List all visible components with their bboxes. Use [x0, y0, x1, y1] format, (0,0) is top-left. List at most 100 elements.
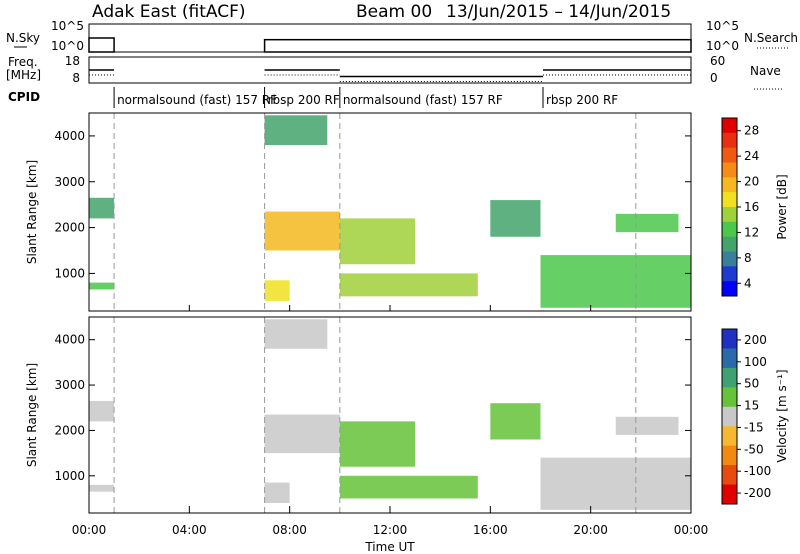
nsky-tick-high: 10^5: [51, 19, 84, 33]
nsearch-tick-high: 10^5: [706, 19, 739, 33]
velocity-colorbar-swatch: [722, 406, 737, 427]
power-colorbar-swatch: [722, 251, 737, 267]
nave-tick-low: 0: [710, 71, 718, 85]
power-colorbar-swatch: [722, 266, 737, 282]
velocity-colorbar-swatch: [722, 348, 737, 369]
power-colorbar-swatch: [722, 162, 737, 178]
velocity-colorbar-swatch: [722, 445, 737, 466]
power-colorbar-tick-label: 20: [744, 175, 759, 189]
velocity-colorbar-tick-label: -200: [744, 486, 771, 500]
cpid-label: CPID: [8, 90, 40, 104]
nave-tick-high: 60: [710, 54, 725, 68]
velocity-region-9: [615, 416, 679, 435]
velocity-region-2: [264, 414, 340, 454]
velocity-y-label: Slant Range [km]: [25, 363, 39, 467]
nsearch-tick-low: 10^0: [706, 39, 739, 53]
freq-trace: [89, 69, 691, 82]
x-tick-label: 04:00: [172, 523, 207, 537]
velocity-colorbar-tick-label: -100: [744, 464, 771, 478]
velocity-region-4: [264, 319, 328, 349]
power-colorbar-tick-label: 28: [744, 124, 759, 138]
power-colorbar-tick-label: 8: [744, 251, 752, 265]
velocity-colorbar-tick-label: 100: [744, 355, 767, 369]
power-ytick-label: 3000: [54, 175, 85, 189]
power-heatmap: [89, 115, 691, 308]
site-title: Adak East (fitACF): [92, 2, 246, 22]
power-region-3: [264, 280, 290, 301]
velocity-colorbar-swatch: [722, 465, 737, 486]
velocity-colorbar-swatch: [722, 387, 737, 408]
power-colorbar-swatch: [722, 221, 737, 238]
x-tick-label: 12:00: [373, 523, 408, 537]
power-ytick-label: 4000: [54, 129, 85, 143]
velocity-colorbar-swatch: [722, 484, 737, 505]
velocity-ytick-label: 1000: [54, 469, 85, 483]
velocity-colorbar-tick-label: 200: [744, 333, 767, 347]
nsky-tick-low: 10^0: [51, 39, 84, 53]
date-range: 13/Jun/2015 – 14/Jun/2015: [446, 2, 671, 22]
velocity-colorbar-tick-label: 15: [744, 399, 759, 413]
power-colorbar-swatch: [722, 132, 737, 149]
cpid-segment-label: normalsound (fast) 157 RF: [117, 93, 277, 107]
power-colorbar-ticks: 28 24 20 16 12 8 4: [737, 124, 759, 290]
power-colorbar-tick-label: 12: [744, 225, 759, 239]
velocity-ytick-label: 3000: [54, 378, 85, 392]
nsky-segment: [88, 37, 115, 53]
power-region-9: [615, 213, 679, 233]
velocity-colorbar-swatch: [722, 426, 737, 447]
cpid-segment-label: normalsound (fast) 157 RF: [343, 93, 503, 107]
velocity-y-ticks: 1000 2000 3000 4000: [54, 333, 691, 483]
velocity-colorbar-tick-label: 50: [744, 377, 759, 391]
velocity-ytick-label: 2000: [54, 423, 85, 437]
power-region-4: [264, 115, 328, 146]
cpid-segment-label: rbsp 200 RF: [268, 93, 340, 107]
velocity-colorbar-swatch: [722, 367, 737, 388]
x-tick-label: 00:00: [72, 523, 107, 537]
freq-label-line2: [MHz]: [6, 68, 41, 82]
freq-label-line1: Freq.: [8, 55, 38, 69]
velocity-region-6: [339, 475, 478, 499]
power-colorbar-swatch: [722, 281, 737, 297]
velocity-region-0: [89, 400, 115, 422]
power-y-label: Slant Range [km]: [25, 160, 39, 264]
x-axis-label: Time UT: [364, 540, 415, 554]
x-axis: 00:00 04:00 08:00 12:00 16:00 20:00 00:00: [72, 305, 708, 537]
power-panel: 1000 2000 3000 4000 Slant Range [km]: [25, 112, 692, 312]
nsky-label: N.Sky: [6, 31, 40, 45]
power-ytick-label: 2000: [54, 221, 85, 235]
freq-panel: Freq. [MHz] 18 8 60 0 Nave: [6, 54, 782, 90]
power-region-2: [264, 211, 340, 251]
velocity-panel: 1000 2000 3000 4000 Slant Range [km]: [25, 316, 692, 514]
velocity-colorbar-fill: [722, 329, 737, 505]
power-colorbar-fill: [722, 118, 737, 297]
velocity-region-3: [264, 482, 290, 504]
freq-tick-high: 18: [65, 54, 80, 68]
power-region-8: [540, 255, 691, 308]
power-region-7: [490, 200, 541, 237]
velocity-colorbar-tick-label: -15: [744, 420, 764, 434]
power-day-markers: [113, 113, 637, 311]
power-y-ticks: 1000 2000 3000 4000: [54, 129, 691, 280]
power-colorbar-swatch: [722, 118, 737, 134]
cpid-segment-label: rbsp 200 RF: [546, 93, 618, 107]
x-tick-label: 16:00: [473, 523, 508, 537]
power-colorbar: 28 24 20 16 12 8 4 Power [dB]: [721, 117, 789, 297]
nsky-segment: [263, 38, 692, 53]
beam-label: Beam 00: [356, 2, 432, 22]
nsky-frame: [88, 23, 692, 53]
power-region-0: [89, 197, 115, 219]
power-colorbar-swatch: [722, 192, 737, 208]
velocity-region-1: [89, 484, 115, 492]
velocity-colorbar: 200 100 50 15 -15 -50 -100 -200 Velocity [m s⁻¹…: [721, 328, 789, 505]
freq-tick-low: 8: [72, 71, 80, 85]
velocity-colorbar-frame: [721, 328, 738, 505]
x-tick-label: 20:00: [573, 523, 608, 537]
power-colorbar-swatch: [722, 147, 737, 163]
nave-label: Nave: [750, 64, 781, 78]
power-region-6: [339, 273, 478, 297]
velocity-colorbar-swatch: [722, 329, 737, 349]
x-tick-label: 08:00: [272, 523, 307, 537]
power-colorbar-label: Power [dB]: [775, 174, 789, 239]
